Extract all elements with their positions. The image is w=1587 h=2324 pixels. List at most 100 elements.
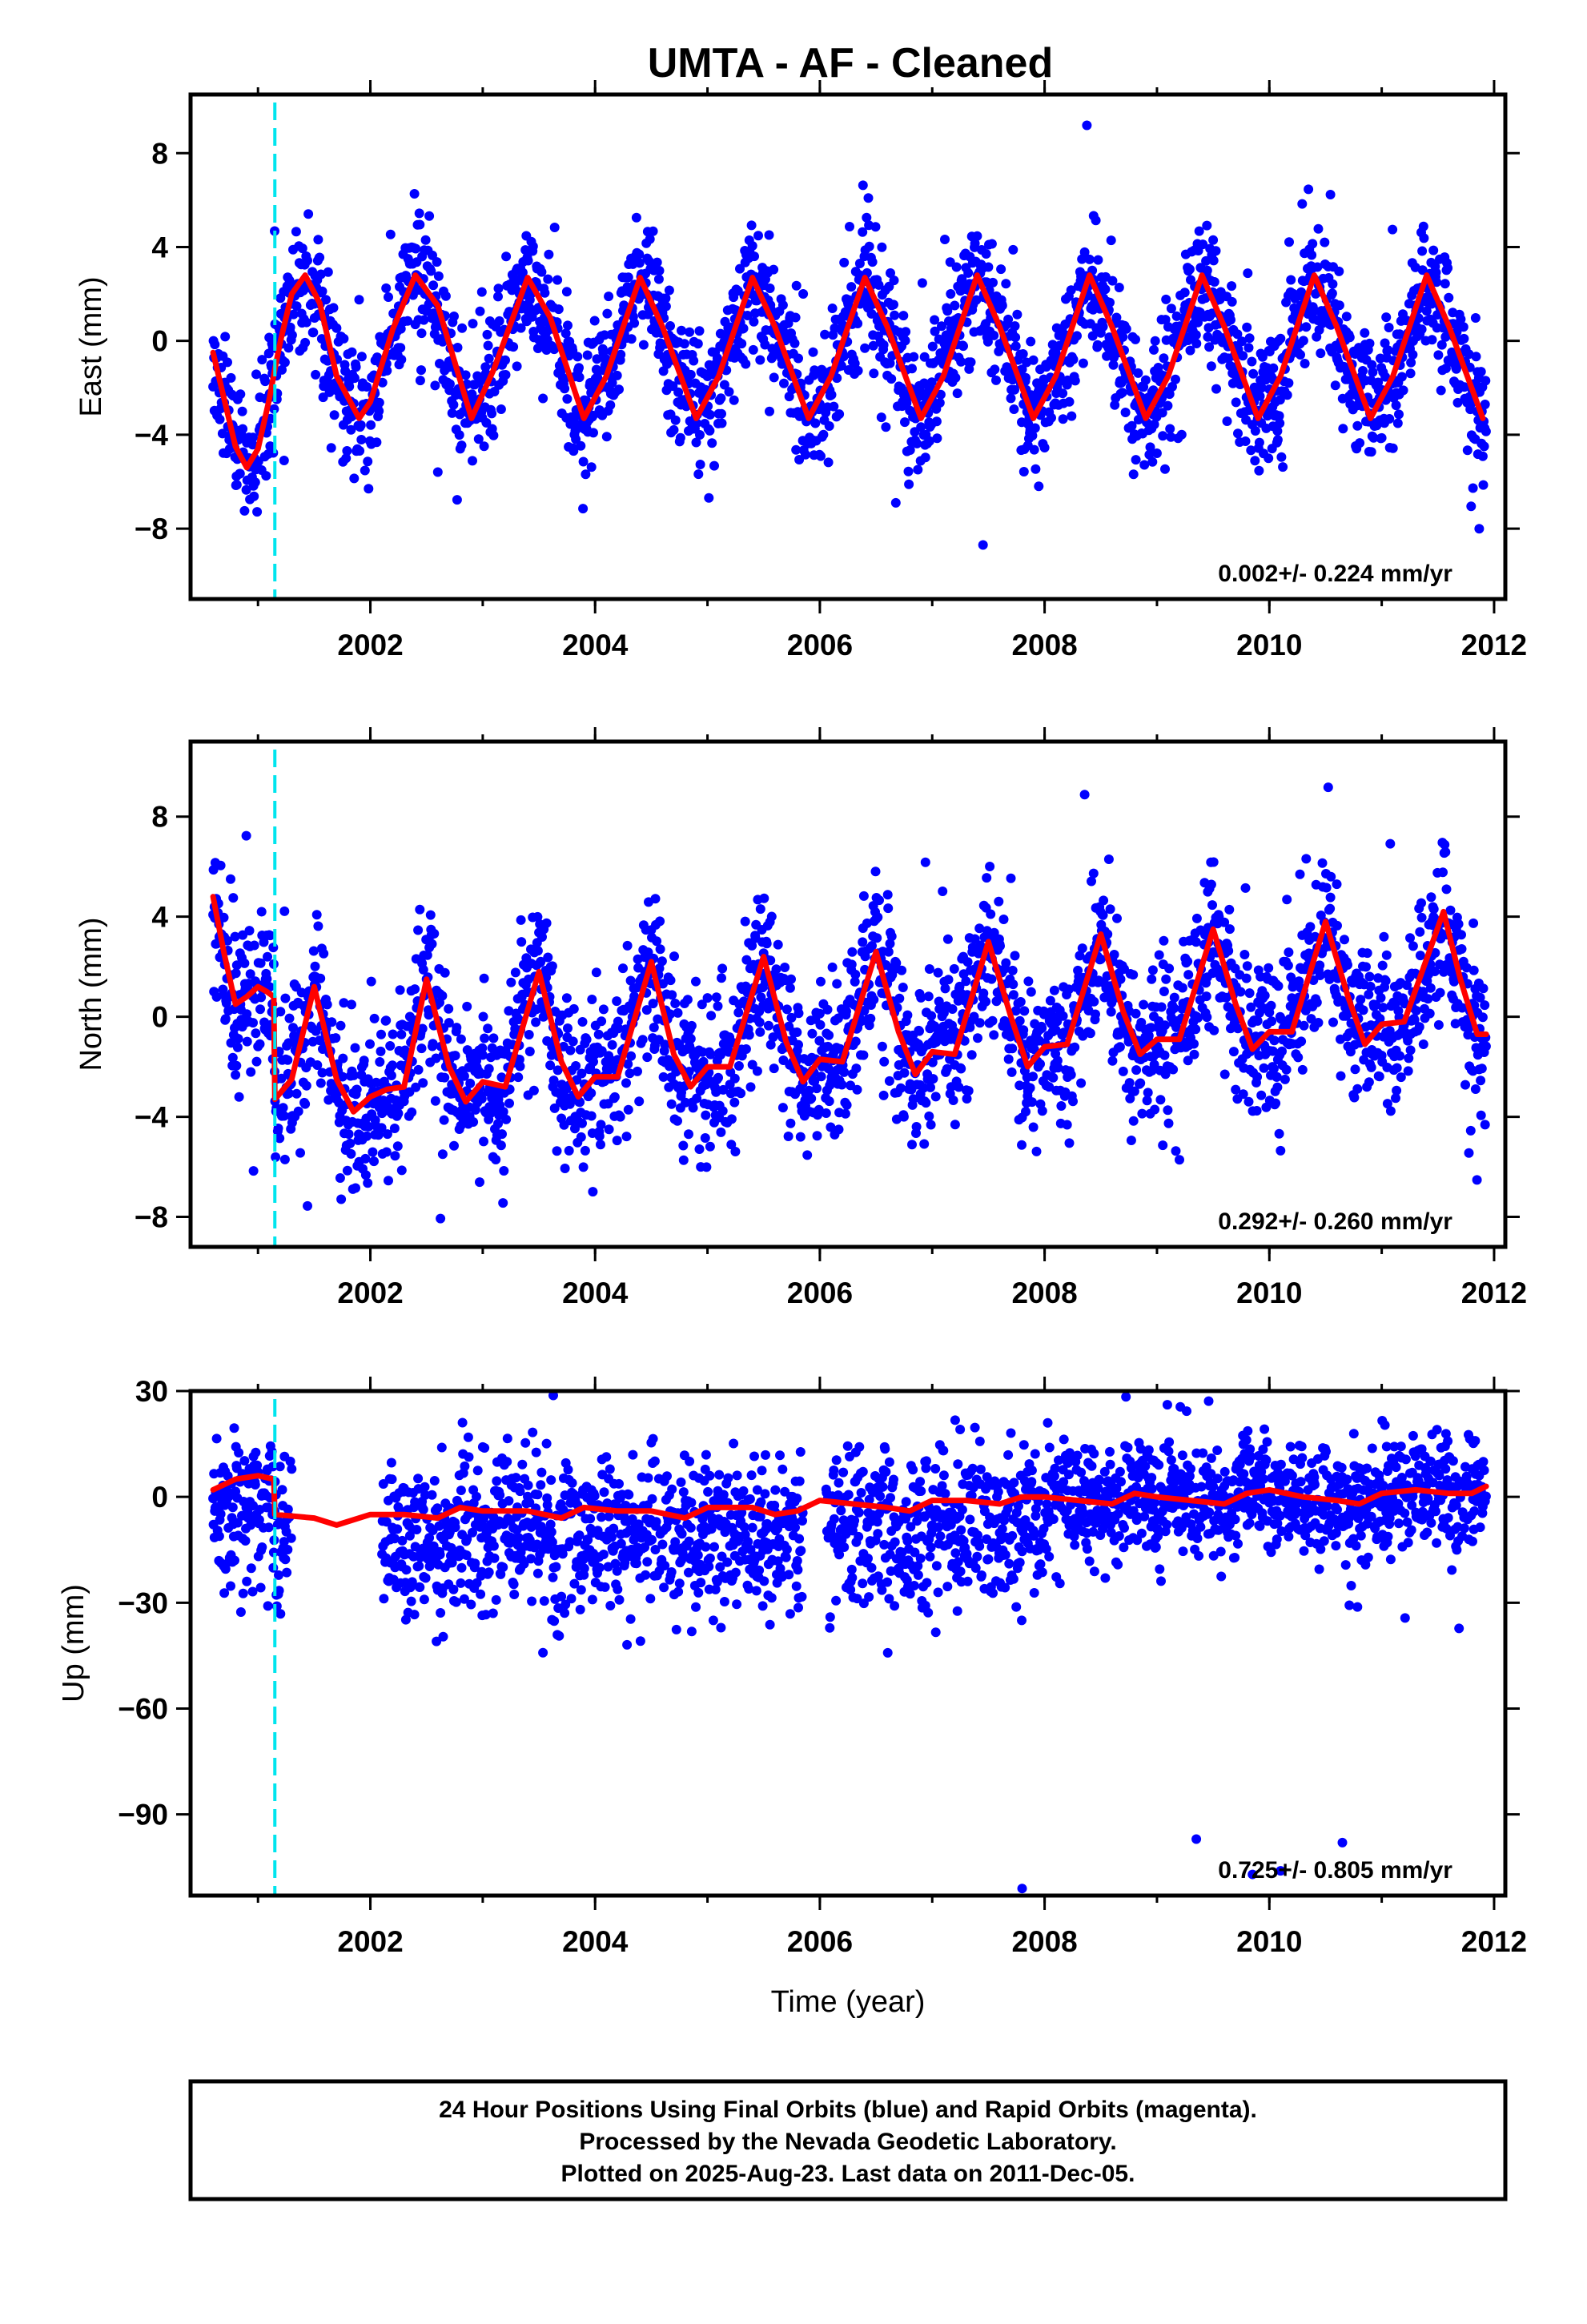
- east-point: [508, 342, 519, 352]
- north-point: [752, 1066, 762, 1076]
- north-point: [1010, 951, 1020, 961]
- north-point: [577, 1068, 587, 1079]
- north-point: [524, 1030, 534, 1039]
- north-point: [293, 1106, 303, 1116]
- north-point: [1332, 920, 1342, 931]
- north-point: [1175, 1155, 1184, 1165]
- east-point: [798, 289, 809, 299]
- east-point: [912, 438, 922, 448]
- north-point: [1239, 950, 1250, 959]
- east-point: [223, 357, 232, 368]
- north-point: [1026, 987, 1036, 997]
- north-point: [291, 1088, 302, 1099]
- north-point: [911, 1122, 922, 1132]
- east-point: [287, 330, 297, 340]
- east-point: [356, 420, 366, 430]
- east-point: [1202, 220, 1212, 231]
- east-point: [1163, 400, 1173, 411]
- east-point: [1394, 409, 1404, 420]
- north-point: [794, 1008, 804, 1019]
- east-point: [493, 292, 503, 302]
- east-point: [991, 375, 1001, 385]
- east-point: [364, 484, 374, 494]
- north-point: [389, 1124, 400, 1133]
- north-point: [1252, 1106, 1262, 1116]
- north-point: [365, 1039, 375, 1049]
- north-point: [578, 1162, 589, 1172]
- north-point: [226, 874, 235, 884]
- north-point: [1365, 981, 1376, 991]
- north-point: [914, 1026, 924, 1036]
- north-point: [700, 1133, 710, 1143]
- east-point: [664, 285, 674, 296]
- north-point: [1088, 868, 1099, 879]
- north-point: [444, 1018, 454, 1028]
- north-point: [827, 962, 838, 972]
- east-point: [1149, 344, 1159, 355]
- east-point: [1139, 460, 1150, 470]
- east-point: [1118, 332, 1128, 342]
- north-point: [1321, 883, 1332, 893]
- east-point: [496, 404, 506, 414]
- east-point: [1068, 354, 1079, 364]
- north-point: [1079, 790, 1090, 800]
- north-point: [615, 1112, 625, 1122]
- east-point: [1149, 420, 1159, 429]
- east-point: [1226, 315, 1235, 325]
- chart-title: UMTA - AF - Cleaned: [648, 40, 1054, 86]
- north-point: [1228, 1047, 1239, 1057]
- north-point: [468, 1117, 479, 1127]
- north-point: [1129, 1086, 1139, 1096]
- north-point: [1068, 1096, 1078, 1107]
- north-point: [609, 1092, 620, 1102]
- east-point: [574, 372, 585, 383]
- east-point: [475, 306, 485, 316]
- east-point: [248, 432, 258, 443]
- north-point: [761, 939, 772, 949]
- east-point: [415, 219, 425, 230]
- north-point: [251, 1056, 262, 1067]
- east-point: [1479, 441, 1489, 452]
- north-point: [970, 934, 980, 944]
- north-point: [1315, 971, 1325, 980]
- north-point: [369, 1156, 379, 1167]
- east-point: [356, 352, 367, 362]
- north-point: [879, 1056, 890, 1067]
- north-point: [1037, 1106, 1047, 1116]
- north-point: [543, 952, 553, 963]
- east-point: [930, 315, 940, 325]
- north-point: [713, 1001, 723, 1011]
- east-point: [704, 493, 714, 503]
- north-point: [1264, 963, 1274, 973]
- north-point: [1115, 1042, 1125, 1052]
- east-point: [479, 441, 489, 452]
- north-point: [452, 1023, 462, 1033]
- east-point: [648, 226, 658, 236]
- north-point: [501, 1114, 512, 1124]
- north-point: [1416, 898, 1426, 908]
- east-point: [235, 468, 245, 479]
- north-point: [666, 1099, 677, 1109]
- east-point: [898, 311, 909, 321]
- east-point: [372, 437, 382, 448]
- north-point: [1392, 1063, 1402, 1073]
- east-point: [717, 418, 727, 428]
- east-point: [482, 329, 492, 340]
- north-point: [1168, 1064, 1179, 1075]
- north-point: [1364, 971, 1375, 982]
- north-point: [248, 1018, 258, 1028]
- north-point: [821, 1108, 831, 1118]
- north-point: [1260, 991, 1270, 1001]
- north-point: [1070, 1042, 1080, 1052]
- north-point: [568, 1036, 578, 1047]
- east-point: [326, 443, 336, 453]
- north-point: [623, 1104, 633, 1115]
- north-point: [878, 1090, 889, 1100]
- north-point: [697, 1047, 708, 1057]
- north-point: [234, 1092, 244, 1102]
- north-point: [344, 1129, 354, 1140]
- east-point: [1352, 420, 1363, 431]
- north-point: [319, 948, 329, 959]
- north-point: [1435, 987, 1445, 998]
- north-point: [345, 1138, 356, 1148]
